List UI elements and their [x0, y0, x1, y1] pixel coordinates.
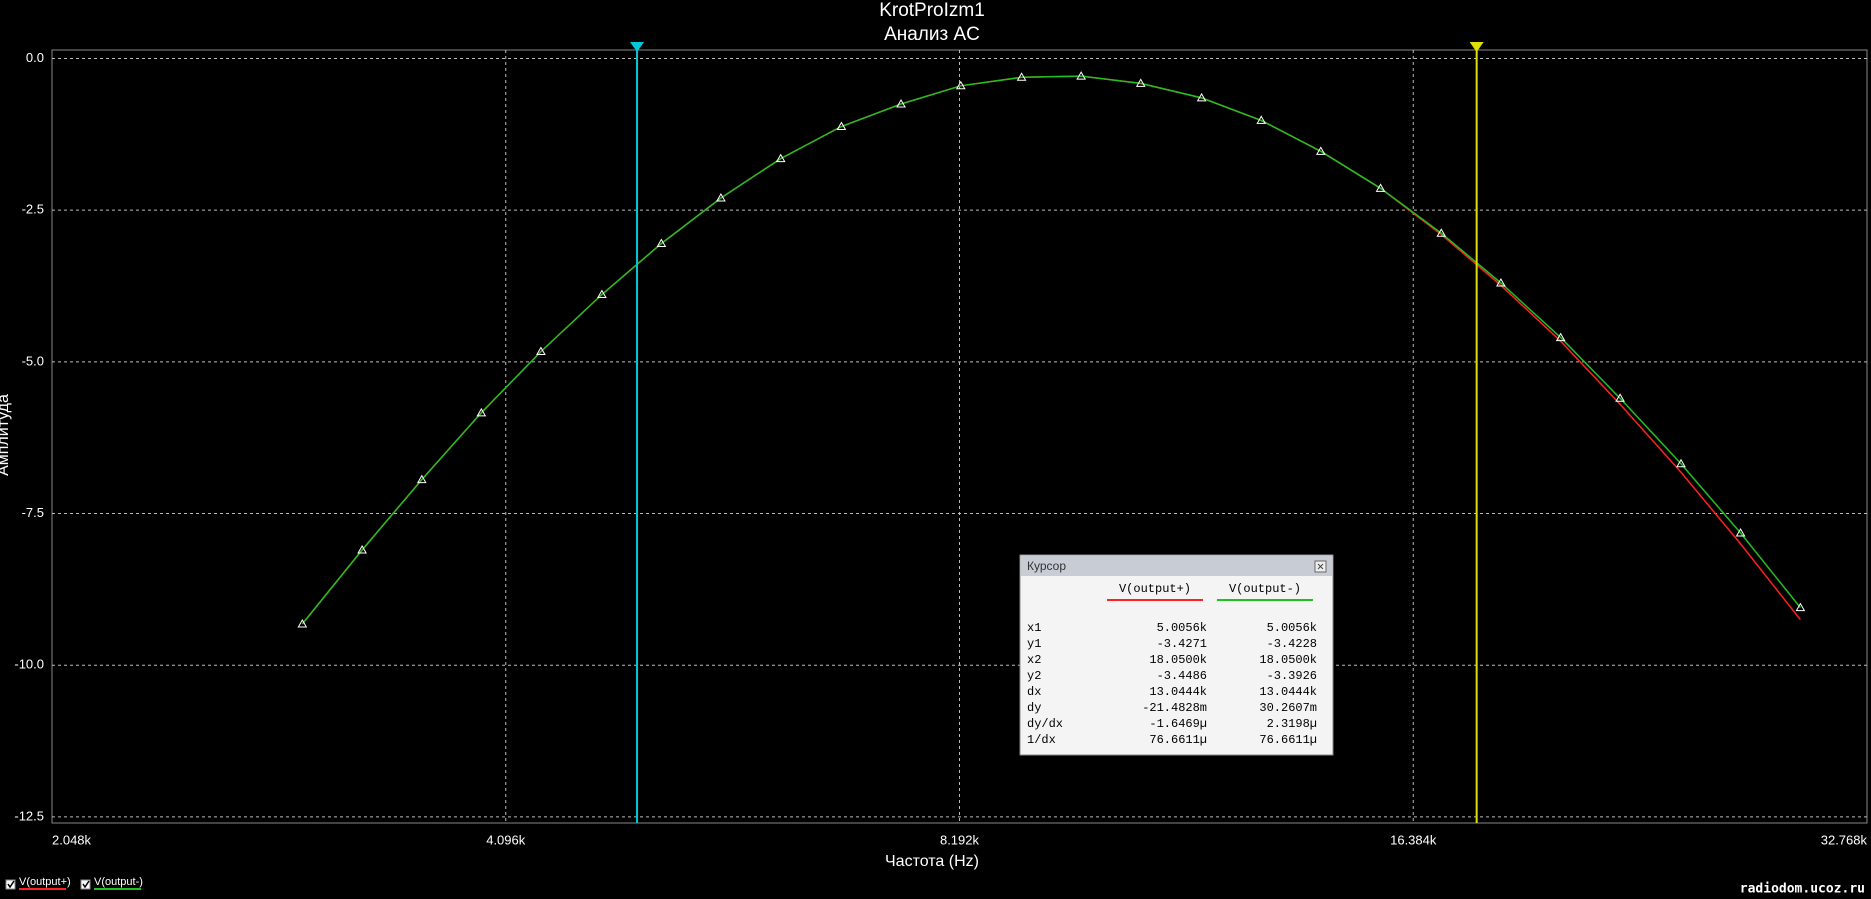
data-marker	[1615, 393, 1625, 402]
row-value: 13.0444k	[1149, 685, 1207, 699]
panel-close[interactable]	[1314, 560, 1327, 573]
row-label: 1/dx	[1027, 733, 1056, 747]
cursor-panel: Курсор V(output+) V(output-) x1 5.0056k 5.005…	[1019, 554, 1334, 756]
data-marker	[1436, 228, 1447, 237]
column-header: V(output+)	[1119, 582, 1191, 596]
watermark: radiodom.ucoz.ru	[1740, 882, 1865, 897]
y-tick-label: -2.5	[22, 202, 44, 217]
data-marker	[536, 346, 546, 356]
data-marker	[775, 153, 786, 163]
data-marker	[476, 407, 487, 417]
data-marker	[1496, 277, 1506, 287]
row-label: y1	[1027, 637, 1041, 651]
data-marker	[836, 121, 847, 130]
data-marker	[597, 289, 607, 299]
x-tick-label: 8.192k	[940, 832, 980, 847]
panel-titlebar	[1021, 556, 1332, 576]
x-tick-label: 32.768k	[1821, 832, 1868, 847]
row-value: 2.3198µ	[1267, 717, 1317, 731]
legend-checkbox	[80, 879, 91, 890]
data-marker	[1196, 92, 1207, 102]
row-label: dy	[1027, 701, 1041, 715]
row-value: -3.3926	[1267, 669, 1317, 683]
legend-check	[7, 880, 15, 889]
row-label: x1	[1027, 621, 1041, 635]
series-line	[301, 75, 1801, 625]
x-tick-label: 2.048k	[52, 832, 92, 847]
row-value: 76.6611µ	[1149, 733, 1207, 747]
data-marker	[416, 474, 427, 484]
data-marker	[357, 544, 367, 554]
chart-subtitle: Анализ AC	[884, 24, 980, 45]
legend-check	[82, 880, 90, 889]
data-marker	[297, 618, 308, 628]
data-marker	[1076, 71, 1087, 80]
x-axis-label: Частота (Hz)	[885, 853, 979, 870]
chart-title: KrotProIzm1	[879, 0, 985, 21]
data-marker	[1555, 332, 1566, 342]
close-x	[1317, 563, 1324, 570]
legend-checkbox	[5, 879, 16, 890]
data-marker	[716, 193, 726, 202]
data-marker	[955, 80, 966, 90]
cursor-handle	[630, 42, 645, 52]
data-marker	[1375, 183, 1386, 192]
row-value: -3.4271	[1157, 637, 1207, 651]
row-value: -1.6469µ	[1149, 717, 1207, 731]
y-tick-label: -7.5	[22, 505, 44, 520]
row-value: 5.0056k	[1157, 621, 1207, 635]
panel-body	[1019, 554, 1334, 756]
row-value: -21.4828m	[1142, 701, 1207, 715]
y-tick-label: -5.0	[22, 353, 44, 368]
x-tick-label: 4.096k	[486, 832, 526, 847]
data-marker	[656, 238, 667, 248]
row-value: -3.4486	[1157, 669, 1207, 683]
row-value: -3.4228	[1267, 637, 1317, 651]
y-axis-label: Амплитуда	[0, 394, 12, 476]
legend-label: V(output+)	[19, 876, 71, 888]
y-tick-label: -10.0	[14, 657, 44, 672]
row-label: dy/dx	[1027, 717, 1063, 731]
column-header: V(output-)	[1229, 582, 1301, 596]
data-marker	[1315, 146, 1326, 155]
data-marker	[896, 98, 906, 108]
row-value: 13.0444k	[1259, 685, 1317, 699]
y-tick-label: 0.0	[26, 50, 44, 65]
row-label: y2	[1027, 669, 1041, 683]
data-marker	[1256, 115, 1267, 124]
row-value: 76.6611µ	[1259, 733, 1317, 747]
cursor-handle	[1469, 42, 1484, 52]
data-marker	[1135, 78, 1146, 87]
legend-label: V(output-)	[94, 876, 143, 888]
panel-title: Курсор	[1027, 559, 1066, 573]
row-value: 5.0056k	[1267, 621, 1317, 635]
data-marker	[1676, 458, 1686, 468]
row-label: dx	[1027, 685, 1041, 699]
data-marker	[1016, 72, 1027, 81]
row-value: 18.0500k	[1259, 653, 1317, 667]
data-marker	[1735, 527, 1746, 537]
data-marker	[1795, 602, 1806, 612]
x-tick-label: 16.384k	[1390, 832, 1437, 847]
row-value: 18.0500k	[1149, 653, 1207, 667]
row-value: 30.2607m	[1259, 701, 1317, 715]
y-tick-label: -12.5	[14, 808, 44, 823]
row-label: x2	[1027, 653, 1041, 667]
